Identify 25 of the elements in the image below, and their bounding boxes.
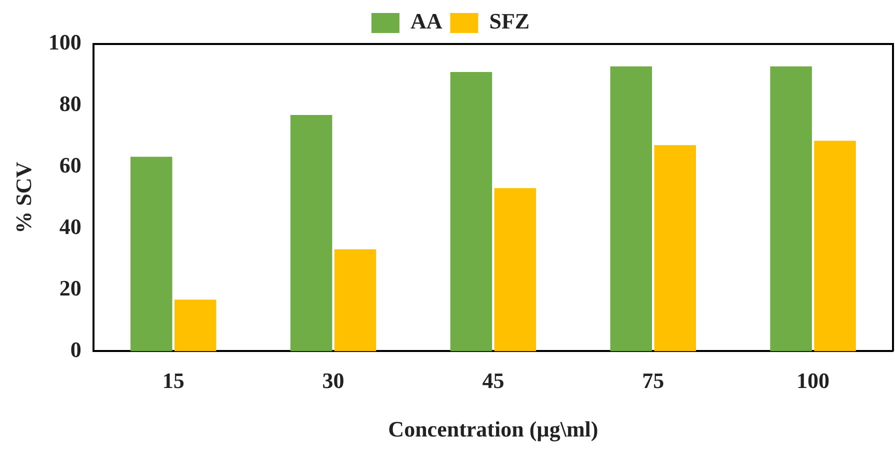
y-tick-label: 100 [48,30,82,55]
y-tick-label: 0 [70,336,82,362]
x-tick-label: 15 [162,368,184,394]
x-tick-label: 45 [482,368,504,394]
y-tick-label: 80 [59,91,82,116]
bar [174,300,216,352]
legend-label: SFZ [489,8,530,34]
x-tick-label: 75 [642,368,664,394]
x-axis-title: Concentration (µg\ml) [388,416,598,442]
legend-label: AA [410,8,442,34]
bar [450,72,492,352]
y-tick-label: 40 [59,214,82,240]
x-tick-label: 100 [796,368,830,394]
bar [130,156,172,352]
bar [770,66,812,352]
bar [334,249,376,352]
bar [814,140,856,352]
bar [290,114,332,352]
bar [654,145,696,352]
x-tick-label: 30 [322,368,344,394]
y-tick-label: 60 [59,152,82,178]
bar [610,66,652,352]
bar [494,188,536,352]
y-axis-title: % SCV [10,162,36,234]
y-tick-label: 20 [59,275,82,300]
